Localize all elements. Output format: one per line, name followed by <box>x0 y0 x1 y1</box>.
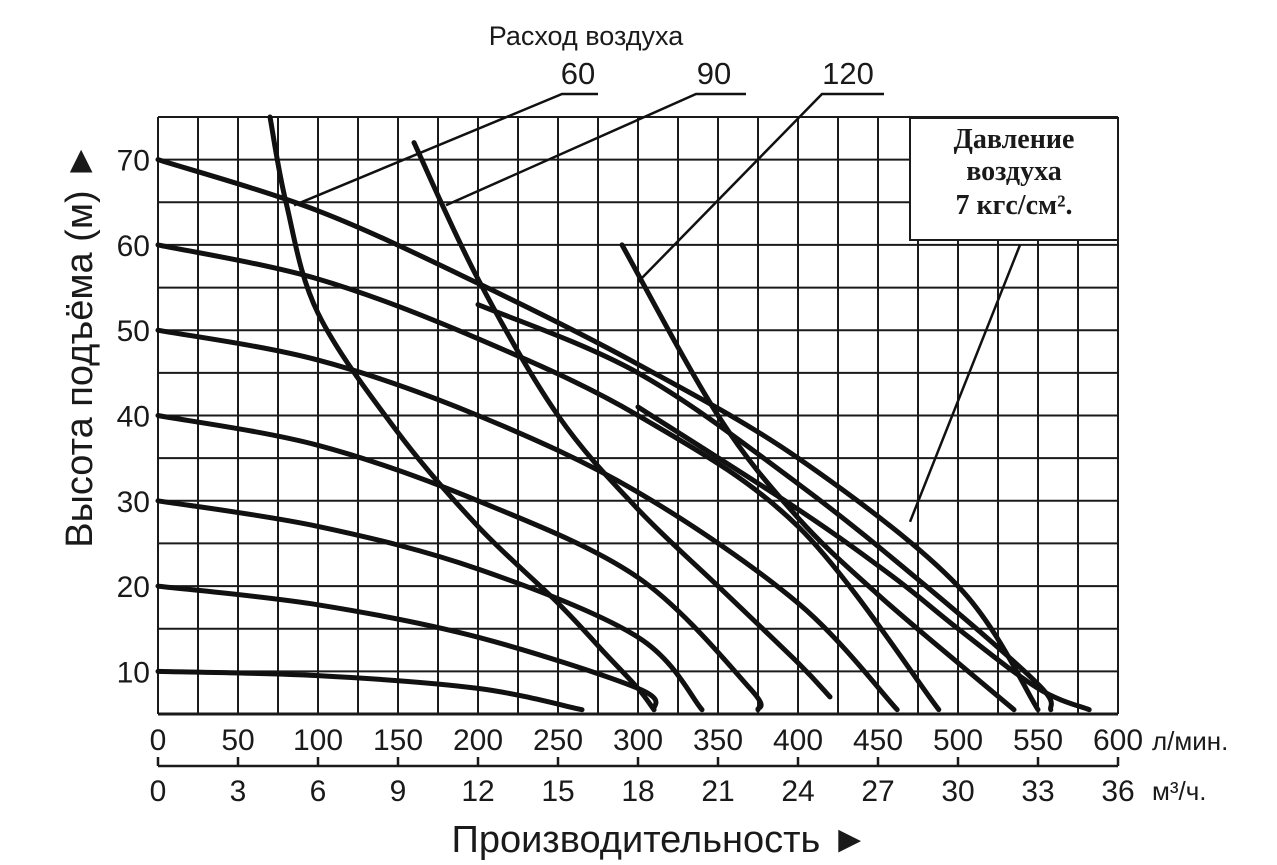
air-flow-curve-60 <box>267 114 657 713</box>
x-tick-label: 0 <box>150 724 167 757</box>
x2-tick-label: 30 <box>941 775 974 808</box>
leader-lines <box>293 92 1022 523</box>
pressure-curve-2 <box>155 583 659 713</box>
pressure-curve-8 <box>475 302 1054 713</box>
x-tick-label: 200 <box>453 724 503 757</box>
leader-line-60 <box>293 92 598 207</box>
x2-tick-label: 24 <box>781 775 814 808</box>
y-tick-label: 50 <box>117 315 150 348</box>
tick-labels: 10 20 30 40 50 60 70 0 0 50 3 100 6 150 9 200 12 250 15 300… <box>117 145 1143 808</box>
y-tick-label: 10 <box>117 656 150 689</box>
x2-tick-label: 0 <box>150 775 167 808</box>
x2-tick-label: 12 <box>461 775 494 808</box>
x-tick-label: 300 <box>613 724 663 757</box>
air-flow-label-120: 120 <box>822 56 874 91</box>
x2-tick-label: 3 <box>230 775 247 808</box>
x-tick-label: 600 <box>1093 724 1143 757</box>
pressure-note-box <box>909 117 1119 241</box>
pressure-curve-4 <box>155 413 764 713</box>
x-tick-label: 150 <box>373 724 423 757</box>
y-tick-label: 60 <box>117 230 150 263</box>
x2-tick-label: 9 <box>390 775 407 808</box>
air-flow-curve-120 <box>619 242 1017 713</box>
curves <box>155 114 1092 713</box>
x2-tick-label: 33 <box>1021 775 1054 808</box>
x-tick-label: 400 <box>773 724 823 757</box>
y-tick-label: 40 <box>117 401 150 434</box>
pressure-note: Давление воздуха 7 кгс/см². <box>909 117 1119 241</box>
leader-line-pressure <box>908 244 1022 523</box>
leader-line-90 <box>445 92 746 207</box>
x-tick-label: 250 <box>533 724 583 757</box>
leader-line-120 <box>637 92 884 283</box>
x-unit-label: л/мин. <box>1152 726 1228 756</box>
x2-tick-label: 36 <box>1101 775 1134 808</box>
air-flow-title: Расход воздуха <box>489 21 684 51</box>
x-axis-title: Производительность ► <box>452 819 869 861</box>
pressure-note-line-1: Давление <box>954 124 1075 155</box>
pressure-curve-6 <box>155 242 942 713</box>
x-tick-label: 500 <box>933 724 983 757</box>
pressure-curve-5 <box>155 327 900 713</box>
x-tick-label: 100 <box>293 724 343 757</box>
pressure-curve-1 <box>155 668 585 713</box>
x2-tick-label: 27 <box>861 775 894 808</box>
x-tick-label: 350 <box>693 724 743 757</box>
x-tick-label: 450 <box>853 724 903 757</box>
y-axis-title: Высота подъёма (м) ► <box>59 142 101 548</box>
x2-unit-label: м³/ч. <box>1152 776 1207 806</box>
pressure-note-line-3: 7 кгс/см². <box>956 190 1073 221</box>
x2-tick-label: 21 <box>701 775 734 808</box>
x2-tick-label: 6 <box>310 775 327 808</box>
x2-tick-label: 15 <box>541 775 574 808</box>
x2-tick-label: 18 <box>621 775 654 808</box>
pressure-curve-3 <box>155 498 705 713</box>
x-tick-label: 550 <box>1013 724 1063 757</box>
y-tick-label: 70 <box>117 145 150 178</box>
y-tick-label: 30 <box>117 486 150 519</box>
pressure-curve-9 <box>635 404 1092 713</box>
y-tick-label: 20 <box>117 571 150 604</box>
air-flow-label-60: 60 <box>561 56 595 91</box>
pressure-note-line-2: воздуха <box>966 156 1061 187</box>
pressure-curve-7 <box>155 157 1041 713</box>
air-flow-label-90: 90 <box>697 56 731 91</box>
air-flow-curve-90 <box>411 140 833 700</box>
x-tick-label: 50 <box>221 724 254 757</box>
